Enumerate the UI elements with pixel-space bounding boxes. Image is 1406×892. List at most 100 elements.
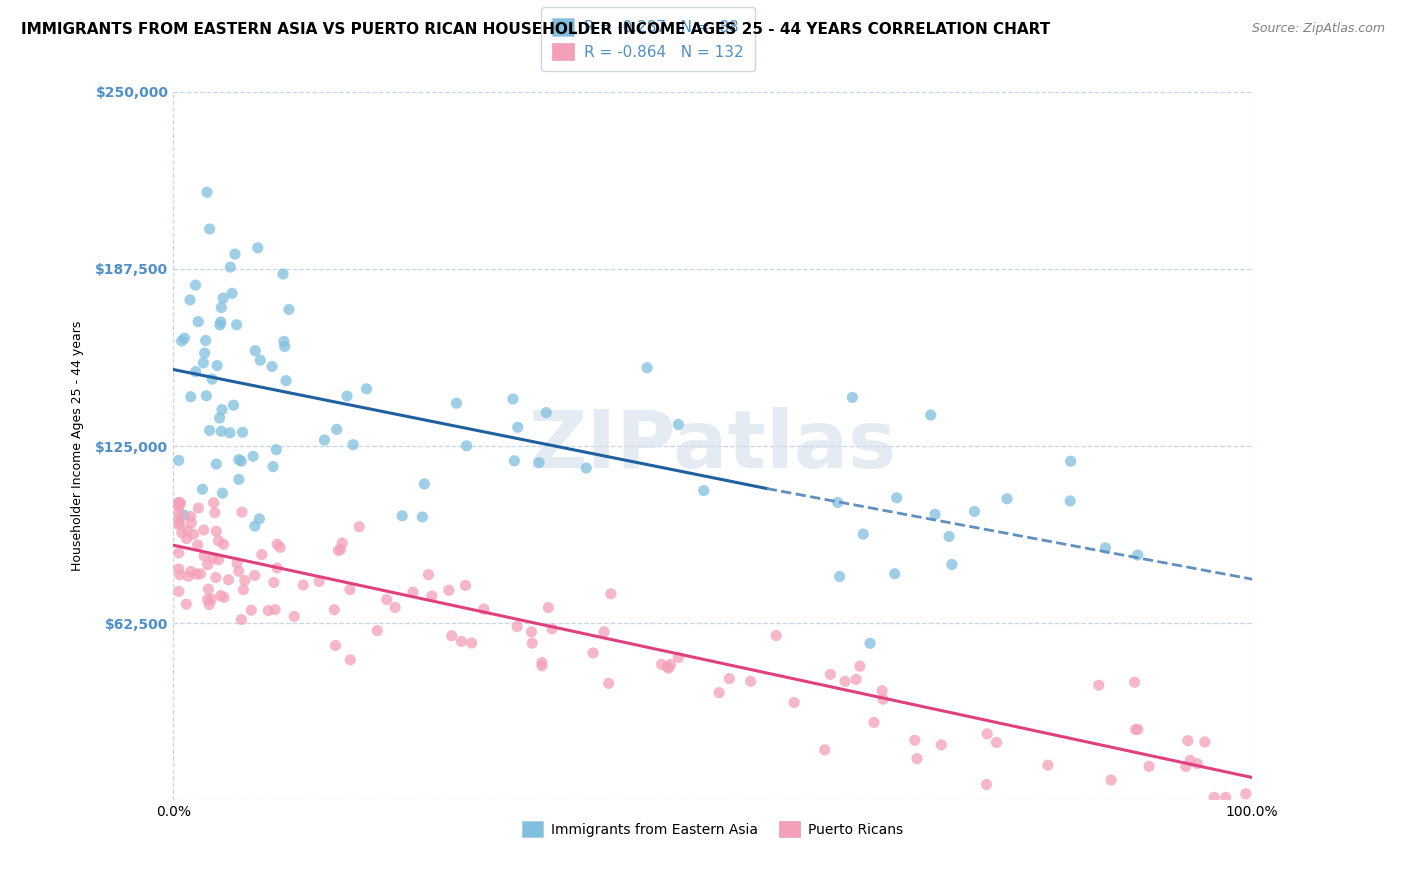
Point (167, 496, 190, 510)
Point (1126, 723, 1149, 737)
Point (314, 433, 336, 447)
Point (179, 293, 201, 307)
Point (1137, 759, 1160, 773)
Point (636, 360, 658, 375)
Point (347, 520, 370, 534)
Point (575, 461, 598, 475)
Point (225, 318, 247, 332)
Point (167, 546, 190, 560)
Point (211, 486, 233, 500)
Point (820, 667, 842, 681)
Point (250, 548, 273, 562)
Point (167, 584, 190, 599)
Point (1060, 454, 1083, 468)
Point (765, 628, 787, 642)
Point (1099, 772, 1122, 787)
Point (247, 512, 270, 526)
Point (1126, 548, 1149, 562)
Point (1059, 494, 1081, 508)
Point (231, 505, 253, 519)
Point (207, 553, 229, 567)
Point (170, 525, 193, 540)
Point (1123, 675, 1146, 690)
Point (582, 646, 605, 660)
Point (224, 247, 246, 261)
Point (976, 727, 998, 741)
Point (323, 603, 346, 617)
Point (520, 624, 543, 639)
Point (339, 582, 361, 597)
Point (273, 334, 295, 349)
Point (827, 495, 849, 509)
Point (924, 508, 946, 522)
Point (1036, 758, 1059, 772)
Point (718, 672, 741, 686)
Point (598, 676, 620, 690)
Point (446, 396, 468, 410)
Point (859, 636, 882, 650)
Point (1215, 790, 1237, 805)
Point (240, 603, 263, 617)
Point (257, 603, 280, 617)
Point (330, 536, 353, 550)
Point (1234, 787, 1257, 801)
Point (187, 500, 209, 515)
Point (339, 653, 361, 667)
Point (218, 573, 240, 587)
Point (976, 777, 998, 791)
Point (536, 406, 558, 420)
Point (828, 569, 851, 583)
Point (872, 692, 894, 706)
Point (187, 314, 209, 328)
Point (450, 634, 472, 648)
Point (986, 735, 1008, 749)
Point (460, 636, 482, 650)
Text: IMMIGRANTS FROM EASTERN ASIA VS PUERTO RICAN HOUSEHOLDER INCOME AGES 25 - 44 YEA: IMMIGRANTS FROM EASTERN ASIA VS PUERTO R… (21, 22, 1050, 37)
Point (176, 532, 198, 546)
Point (208, 411, 231, 425)
Point (886, 491, 908, 505)
Point (194, 334, 217, 348)
Point (198, 424, 221, 438)
Point (246, 241, 269, 255)
Point (233, 574, 256, 588)
Point (169, 496, 191, 510)
Point (194, 346, 217, 360)
Point (195, 186, 218, 200)
Point (212, 291, 235, 305)
Point (269, 541, 291, 555)
Point (1094, 541, 1116, 555)
Point (666, 417, 689, 432)
Point (693, 483, 716, 498)
Point (208, 318, 231, 332)
Point (228, 452, 250, 467)
Point (929, 738, 952, 752)
Point (274, 374, 297, 388)
Point (845, 673, 868, 687)
Point (266, 537, 288, 551)
Point (375, 592, 398, 607)
Point (264, 442, 287, 457)
Point (169, 516, 191, 530)
Point (413, 477, 436, 491)
Point (167, 496, 190, 510)
Point (593, 624, 616, 639)
Point (193, 549, 215, 563)
Point (231, 613, 253, 627)
Point (783, 696, 806, 710)
Point (221, 286, 243, 301)
Point (1174, 759, 1197, 773)
Point (273, 340, 295, 354)
Point (1204, 790, 1226, 805)
Point (995, 491, 1018, 506)
Point (193, 356, 215, 370)
Point (707, 686, 730, 700)
Point (266, 561, 288, 575)
Point (187, 538, 209, 552)
Point (209, 425, 232, 439)
Point (659, 657, 682, 672)
Point (204, 506, 226, 520)
Point (180, 509, 202, 524)
Point (167, 453, 190, 467)
Point (437, 583, 460, 598)
